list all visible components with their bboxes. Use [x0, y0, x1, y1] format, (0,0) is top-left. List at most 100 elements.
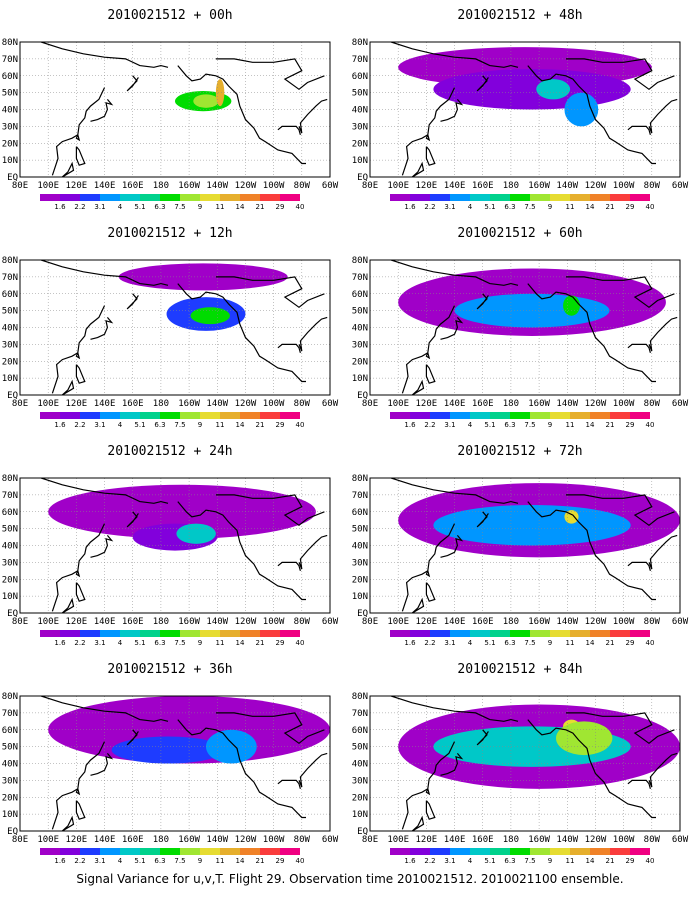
colorbar-label: 21 [606, 421, 615, 429]
colorbar-swatch [120, 848, 140, 855]
gridlines [20, 696, 330, 831]
lon-tick-label: 140E [94, 617, 116, 627]
panel-p84: 2010021512 + 84h 80N 70N 60N 50N 40N 30N 20N 10N… [350, 654, 690, 869]
lon-tick-label: 140E [444, 399, 466, 409]
variance-contour [433, 505, 631, 546]
lat-tick-label: 80N [2, 692, 18, 702]
lon-tick-label: 140W [556, 835, 578, 845]
lon-tick-label: 140W [206, 617, 228, 627]
colorbar-swatch [160, 630, 180, 637]
lon-tick-label: 60W [672, 399, 689, 409]
panel-title: 2010021512 + 48h [457, 8, 583, 23]
colorbar-swatch [390, 412, 410, 419]
lon-tick-label: 140E [444, 181, 466, 191]
colorbar-swatch [220, 412, 240, 419]
colorbar-label: 6.3 [154, 203, 165, 211]
colorbar-label: 11 [566, 857, 575, 865]
colorbar-label: 1.6 [54, 857, 66, 865]
lat-tick-label: 80N [352, 474, 368, 484]
lat-tick-label: 30N [352, 122, 368, 132]
lon-tick-label: 80E [12, 617, 28, 627]
lat-tick-label: 40N [2, 106, 18, 116]
panel-title: 2010021512 + 36h [107, 662, 233, 677]
colorbar-label: 14 [586, 857, 595, 865]
lon-tick-label: 80E [362, 399, 378, 409]
colorbar-swatch [430, 630, 450, 637]
colorbar-swatch [240, 194, 260, 201]
lon-tick-label: 120E [66, 399, 88, 409]
colorbar-label: 4 [468, 857, 473, 865]
colorbar-label: 7.5 [174, 639, 185, 647]
lat-tick-label: 80N [2, 256, 18, 266]
lon-tick-label: 80W [644, 181, 661, 191]
colorbar-label: 14 [586, 203, 595, 211]
colorbar-swatch [120, 412, 140, 419]
colorbar-label: 6.3 [504, 203, 515, 211]
colorbar-swatch [470, 412, 490, 419]
colorbar-label: 7.5 [524, 203, 535, 211]
colorbar-label: 2.2 [424, 857, 435, 865]
lon-tick-label: 140E [94, 835, 116, 845]
coastlines [390, 696, 678, 831]
colorbar-swatch [470, 630, 490, 637]
lat-tick-label: 10N [352, 592, 368, 602]
colorbar-swatch [80, 194, 100, 201]
colorbar-label: 9 [198, 203, 202, 211]
lon-tick-label: 80W [644, 617, 661, 627]
lon-tick-label: 160W [528, 835, 550, 845]
colorbar-label: 29 [626, 203, 635, 211]
lon-tick-label: 120W [235, 399, 257, 409]
lon-tick-label: 100W [613, 399, 635, 409]
variance-contour [206, 729, 257, 764]
colorbar-swatch [630, 412, 650, 419]
colorbar-swatch [390, 630, 410, 637]
variance-contour [433, 69, 631, 110]
lat-tick-label: 40N [352, 324, 368, 334]
lat-tick-label: 50N [2, 525, 18, 535]
colorbar-swatch [630, 848, 650, 855]
lat-tick-label: 80N [2, 474, 18, 484]
colorbar-label: 7.5 [174, 421, 185, 429]
coastlines [40, 260, 328, 395]
lon-tick-label: 160W [528, 399, 550, 409]
lon-tick-label: 120E [416, 399, 438, 409]
colorbar-label: 9 [198, 639, 202, 647]
colorbar-label: 21 [256, 421, 265, 429]
lon-tick-label: 140W [206, 181, 228, 191]
panel-p72: 2010021512 + 72h 80N 70N 60N 50N 40N 30N 20N 10N… [350, 436, 690, 651]
gridlines [370, 42, 680, 177]
lat-tick-label: EQ [357, 609, 368, 619]
colorbar-swatch [550, 194, 570, 201]
colorbar-label: 4 [468, 203, 473, 211]
colorbar-label: 5.1 [134, 203, 145, 211]
lat-tick-label: 70N [352, 273, 368, 283]
coastlines [390, 478, 678, 613]
gridlines [370, 260, 680, 395]
colorbar-swatch [280, 194, 300, 201]
colorbar-swatch [260, 848, 280, 855]
panel-p36: 2010021512 + 36h 80N 70N 60N 50N 40N 30N 20N 10N… [0, 654, 340, 869]
lat-tick-label: 20N [2, 793, 18, 803]
colorbar-label: 4 [118, 203, 123, 211]
lat-tick-label: 60N [2, 290, 18, 300]
lon-tick-label: 120E [416, 617, 438, 627]
lon-tick-label: 180 [503, 399, 519, 409]
lon-tick-label: 100E [387, 617, 409, 627]
colorbar-swatch [140, 630, 160, 637]
colorbar: 1.6 2.2 3.1 4 5.1 6.3 7.5 9 11 14 21 29 40 [40, 848, 304, 865]
lat-tick-label: 70N [352, 55, 368, 65]
colorbar-label: 1.6 [54, 639, 66, 647]
lat-tick-label: 50N [352, 525, 368, 535]
lon-tick-label: 100W [263, 835, 285, 845]
lat-tick-label: 30N [2, 558, 18, 568]
figure-caption: Signal Variance for u,v,T. Flight 29. Ob… [76, 872, 624, 886]
colorbar-label: 11 [566, 203, 575, 211]
colorbar-label: 3.1 [444, 857, 455, 865]
colorbar-label: 29 [626, 639, 635, 647]
colorbar-swatch [240, 848, 260, 855]
colorbar-label: 2.2 [424, 421, 435, 429]
lat-tick-label: 20N [352, 357, 368, 367]
lat-tick-label: 80N [352, 256, 368, 266]
variance-contour [176, 523, 216, 544]
